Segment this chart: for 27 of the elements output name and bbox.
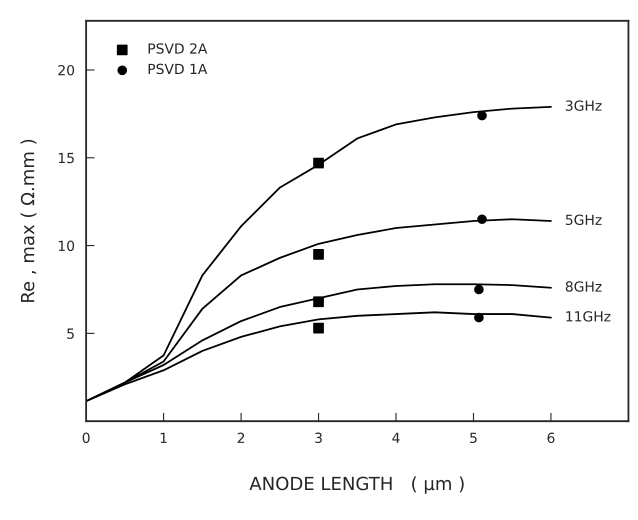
y-tick-label: 10 — [58, 240, 74, 252]
x-axis-title: ANODE LENGTH ( µm ) — [249, 476, 464, 494]
y-tick-label: 20 — [58, 64, 74, 76]
x-tick-label: 5 — [470, 432, 477, 444]
x-tick-label: 4 — [392, 432, 400, 443]
series-label: 8GHz — [566, 281, 602, 292]
point — [474, 312, 484, 322]
series-label: 3GHz — [566, 100, 602, 111]
y-tick-label: 15 — [58, 152, 74, 164]
series-label: 11GHz — [566, 311, 610, 322]
x-tick-label: 2 — [238, 432, 244, 443]
point — [313, 296, 324, 308]
y-tick-label: 5 — [67, 328, 74, 339]
y-axis-title: Re , max ( Ω.mm ) — [20, 140, 37, 302]
legend-label: PSVD 1A — [148, 64, 208, 74]
point — [477, 110, 487, 120]
point — [313, 322, 324, 334]
point — [313, 158, 324, 168]
series-label: 5GHz — [566, 214, 602, 226]
point — [313, 249, 324, 260]
x-tick-label: 6 — [548, 432, 554, 444]
x-tick-label: 1 — [160, 432, 167, 443]
point — [474, 284, 484, 294]
point — [477, 214, 487, 224]
x-tick-label: 3 — [315, 432, 322, 444]
legend-label: PSVD 2A — [148, 43, 208, 54]
x-tick-label: 0 — [82, 432, 90, 444]
